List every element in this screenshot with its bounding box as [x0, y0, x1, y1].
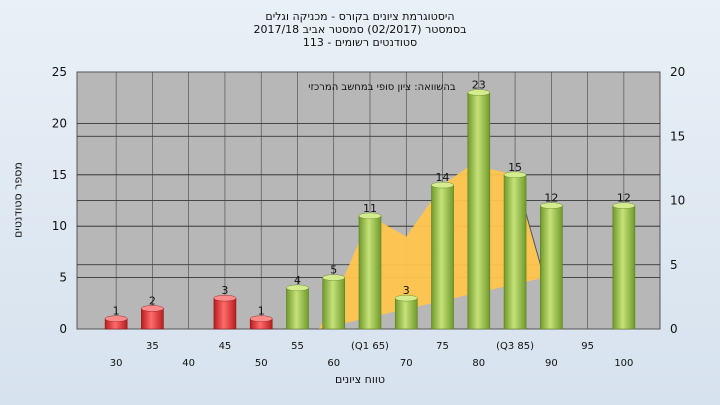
bar-value-label: 15 — [508, 161, 522, 174]
bar — [286, 287, 309, 330]
x-tick-label: 55 — [291, 341, 304, 352]
bar — [431, 184, 454, 330]
x-tick-label: (Q1 65) — [351, 341, 389, 352]
x-tick-label: 35 — [146, 341, 159, 352]
x-axis-label: טווח ציונים — [335, 373, 385, 386]
comparison-annotation: בהשוואה: ציון סופי במחשב המרכזי — [308, 82, 456, 93]
bar-cap — [322, 274, 345, 281]
y2-tick-label: 0 — [670, 322, 678, 336]
bar — [612, 205, 636, 330]
title-line-3: סטודנטים רשומים - 113 — [302, 36, 418, 49]
bar-value-label: 12 — [617, 192, 631, 205]
bar — [503, 174, 527, 330]
bar-value-label: 3 — [403, 284, 410, 297]
y-tick-label: 5 — [59, 271, 67, 285]
x-tick-label: 100 — [614, 358, 633, 369]
bar-cap — [104, 315, 128, 322]
bar-cap — [213, 294, 237, 302]
bar-value-label: 3 — [221, 284, 228, 297]
y2-tick-label: 20 — [670, 65, 685, 79]
y-tick-label: 10 — [52, 219, 67, 233]
bar-cap — [467, 89, 490, 96]
x-tick-label: 45 — [219, 341, 232, 352]
bar-value-label: 23 — [472, 79, 486, 92]
bar-value-label: 2 — [149, 294, 156, 307]
x-tick-label: 80 — [472, 358, 485, 369]
y-tick-label: 20 — [52, 116, 67, 130]
y2-tick-label: 10 — [670, 194, 685, 208]
y-tick-label: 15 — [52, 168, 67, 182]
title-line-2: בסמסטר (02/2017) סמסטר אביב 2017/18 — [253, 23, 467, 36]
y-tick-label: 25 — [52, 65, 67, 79]
bar — [322, 277, 346, 330]
bar-cap — [540, 202, 563, 209]
x-tick-label: 40 — [182, 358, 195, 369]
bar-cap — [286, 284, 309, 292]
bar — [467, 92, 491, 330]
bar-cap — [612, 202, 636, 209]
bar — [540, 205, 563, 330]
x-tick-label: 95 — [581, 341, 594, 352]
bar — [213, 297, 237, 330]
chart-title: היסטוגרמת ציונים בקורס - מכניקה וגלים בס… — [0, 10, 720, 49]
x-tick-label: 50 — [255, 358, 268, 369]
bar-value-label: 12 — [544, 192, 558, 205]
bar-value-label: 14 — [436, 171, 450, 184]
x-tick-label: 90 — [545, 358, 558, 369]
x-tick-label: 75 — [436, 341, 449, 352]
x-tick-label: 60 — [327, 358, 340, 369]
bar-value-label: 4 — [294, 274, 301, 287]
x-tick-label: 70 — [400, 358, 413, 369]
bar-cap — [395, 294, 418, 302]
x-tick-label: (Q3 85) — [496, 341, 534, 352]
bar-cap — [431, 181, 454, 189]
y2-tick-label: 15 — [670, 129, 685, 143]
bar-value-label: 5 — [330, 264, 337, 277]
title-line-1: היסטוגרמת ציונים בקורס - מכניקה וגלים — [265, 10, 455, 23]
bar-cap — [358, 212, 382, 220]
bar-cap — [141, 305, 164, 312]
y-tick-label: 0 — [59, 322, 67, 336]
bar-value-label: 1 — [258, 305, 265, 318]
bar-cap — [250, 315, 273, 322]
bar — [394, 297, 418, 330]
bar-cap — [503, 171, 527, 179]
bar-value-label: 1 — [113, 305, 120, 318]
bar-value-label: 11 — [363, 202, 377, 215]
y2-tick-label: 5 — [670, 258, 678, 272]
x-tick-label: 30 — [110, 358, 123, 369]
bar — [358, 215, 382, 330]
